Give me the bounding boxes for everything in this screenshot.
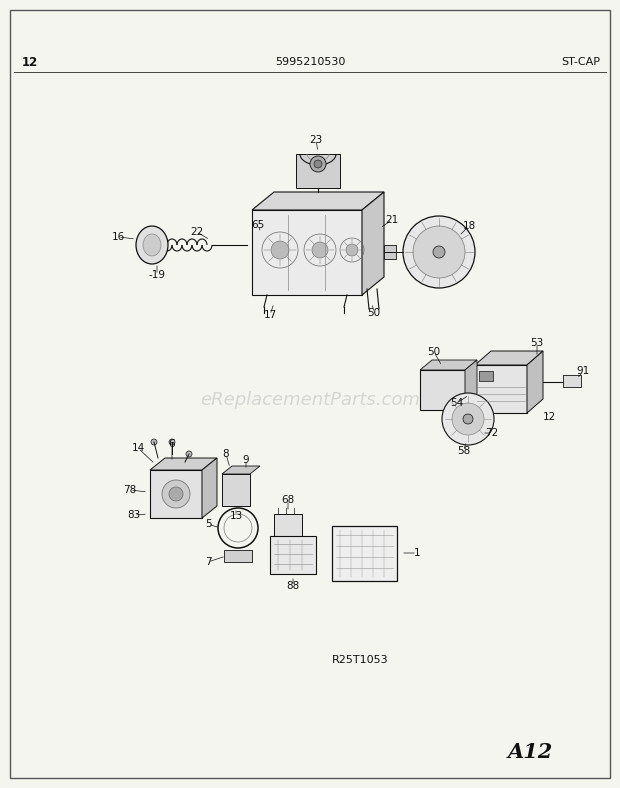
Text: 72: 72	[485, 428, 498, 438]
Text: 1: 1	[414, 548, 420, 558]
Polygon shape	[202, 458, 217, 518]
Bar	[420, 370, 465, 410]
Text: 54: 54	[450, 398, 464, 408]
Text: 18: 18	[463, 221, 476, 231]
Text: 5995210530: 5995210530	[275, 57, 345, 67]
Bar	[475, 365, 527, 413]
Text: 12: 12	[542, 412, 556, 422]
Circle shape	[310, 156, 326, 172]
Text: 6: 6	[169, 439, 175, 449]
Text: 8: 8	[223, 449, 229, 459]
Bar	[270, 536, 316, 574]
Circle shape	[151, 439, 157, 445]
Text: 17: 17	[264, 310, 277, 320]
Text: A12: A12	[507, 742, 552, 762]
Text: 14: 14	[131, 443, 144, 453]
Polygon shape	[252, 192, 384, 210]
Circle shape	[162, 480, 190, 508]
Text: 16: 16	[112, 232, 125, 242]
Circle shape	[169, 439, 175, 445]
Text: -19: -19	[149, 270, 166, 280]
Polygon shape	[527, 351, 543, 413]
Polygon shape	[420, 360, 477, 370]
Circle shape	[314, 160, 322, 168]
Text: 68: 68	[281, 495, 294, 505]
Ellipse shape	[136, 226, 168, 264]
Circle shape	[403, 216, 475, 288]
Bar	[384, 245, 396, 259]
Text: 5: 5	[205, 519, 211, 529]
Bar	[150, 470, 202, 518]
Text: 21: 21	[386, 215, 399, 225]
Text: 22: 22	[190, 227, 203, 237]
Text: 7: 7	[205, 557, 211, 567]
Text: ST-CAP: ST-CAP	[561, 57, 600, 67]
Text: 65: 65	[251, 220, 265, 230]
Bar	[296, 154, 340, 188]
Text: 53: 53	[530, 338, 544, 348]
Polygon shape	[150, 458, 217, 470]
Circle shape	[312, 242, 328, 258]
Text: 78: 78	[123, 485, 136, 495]
Circle shape	[463, 414, 473, 424]
Bar	[224, 550, 252, 562]
Bar	[479, 371, 493, 381]
Text: 50: 50	[427, 347, 441, 357]
Polygon shape	[475, 351, 543, 365]
Text: 23: 23	[309, 135, 322, 145]
Text: eReplacementParts.com: eReplacementParts.com	[200, 391, 420, 409]
Bar	[274, 514, 302, 536]
Text: 91: 91	[577, 366, 590, 376]
Circle shape	[442, 393, 494, 445]
Bar	[563, 375, 581, 387]
Ellipse shape	[143, 234, 161, 256]
Circle shape	[271, 241, 289, 259]
Circle shape	[433, 246, 445, 258]
Text: 83: 83	[127, 510, 141, 520]
Text: 12: 12	[22, 55, 38, 69]
Text: 13: 13	[229, 511, 242, 521]
Text: 50: 50	[368, 308, 381, 318]
Text: 88: 88	[286, 581, 299, 591]
Circle shape	[452, 403, 484, 435]
Circle shape	[346, 244, 358, 256]
Bar	[332, 526, 397, 581]
Polygon shape	[465, 360, 477, 410]
Polygon shape	[362, 192, 384, 295]
Text: 9: 9	[242, 455, 249, 465]
Bar	[252, 210, 362, 295]
Circle shape	[186, 451, 192, 457]
Polygon shape	[222, 466, 260, 474]
Text: 58: 58	[458, 446, 471, 456]
Circle shape	[169, 487, 183, 501]
Circle shape	[413, 226, 465, 278]
Text: R25T1053: R25T1053	[332, 655, 388, 665]
Bar	[222, 474, 250, 506]
